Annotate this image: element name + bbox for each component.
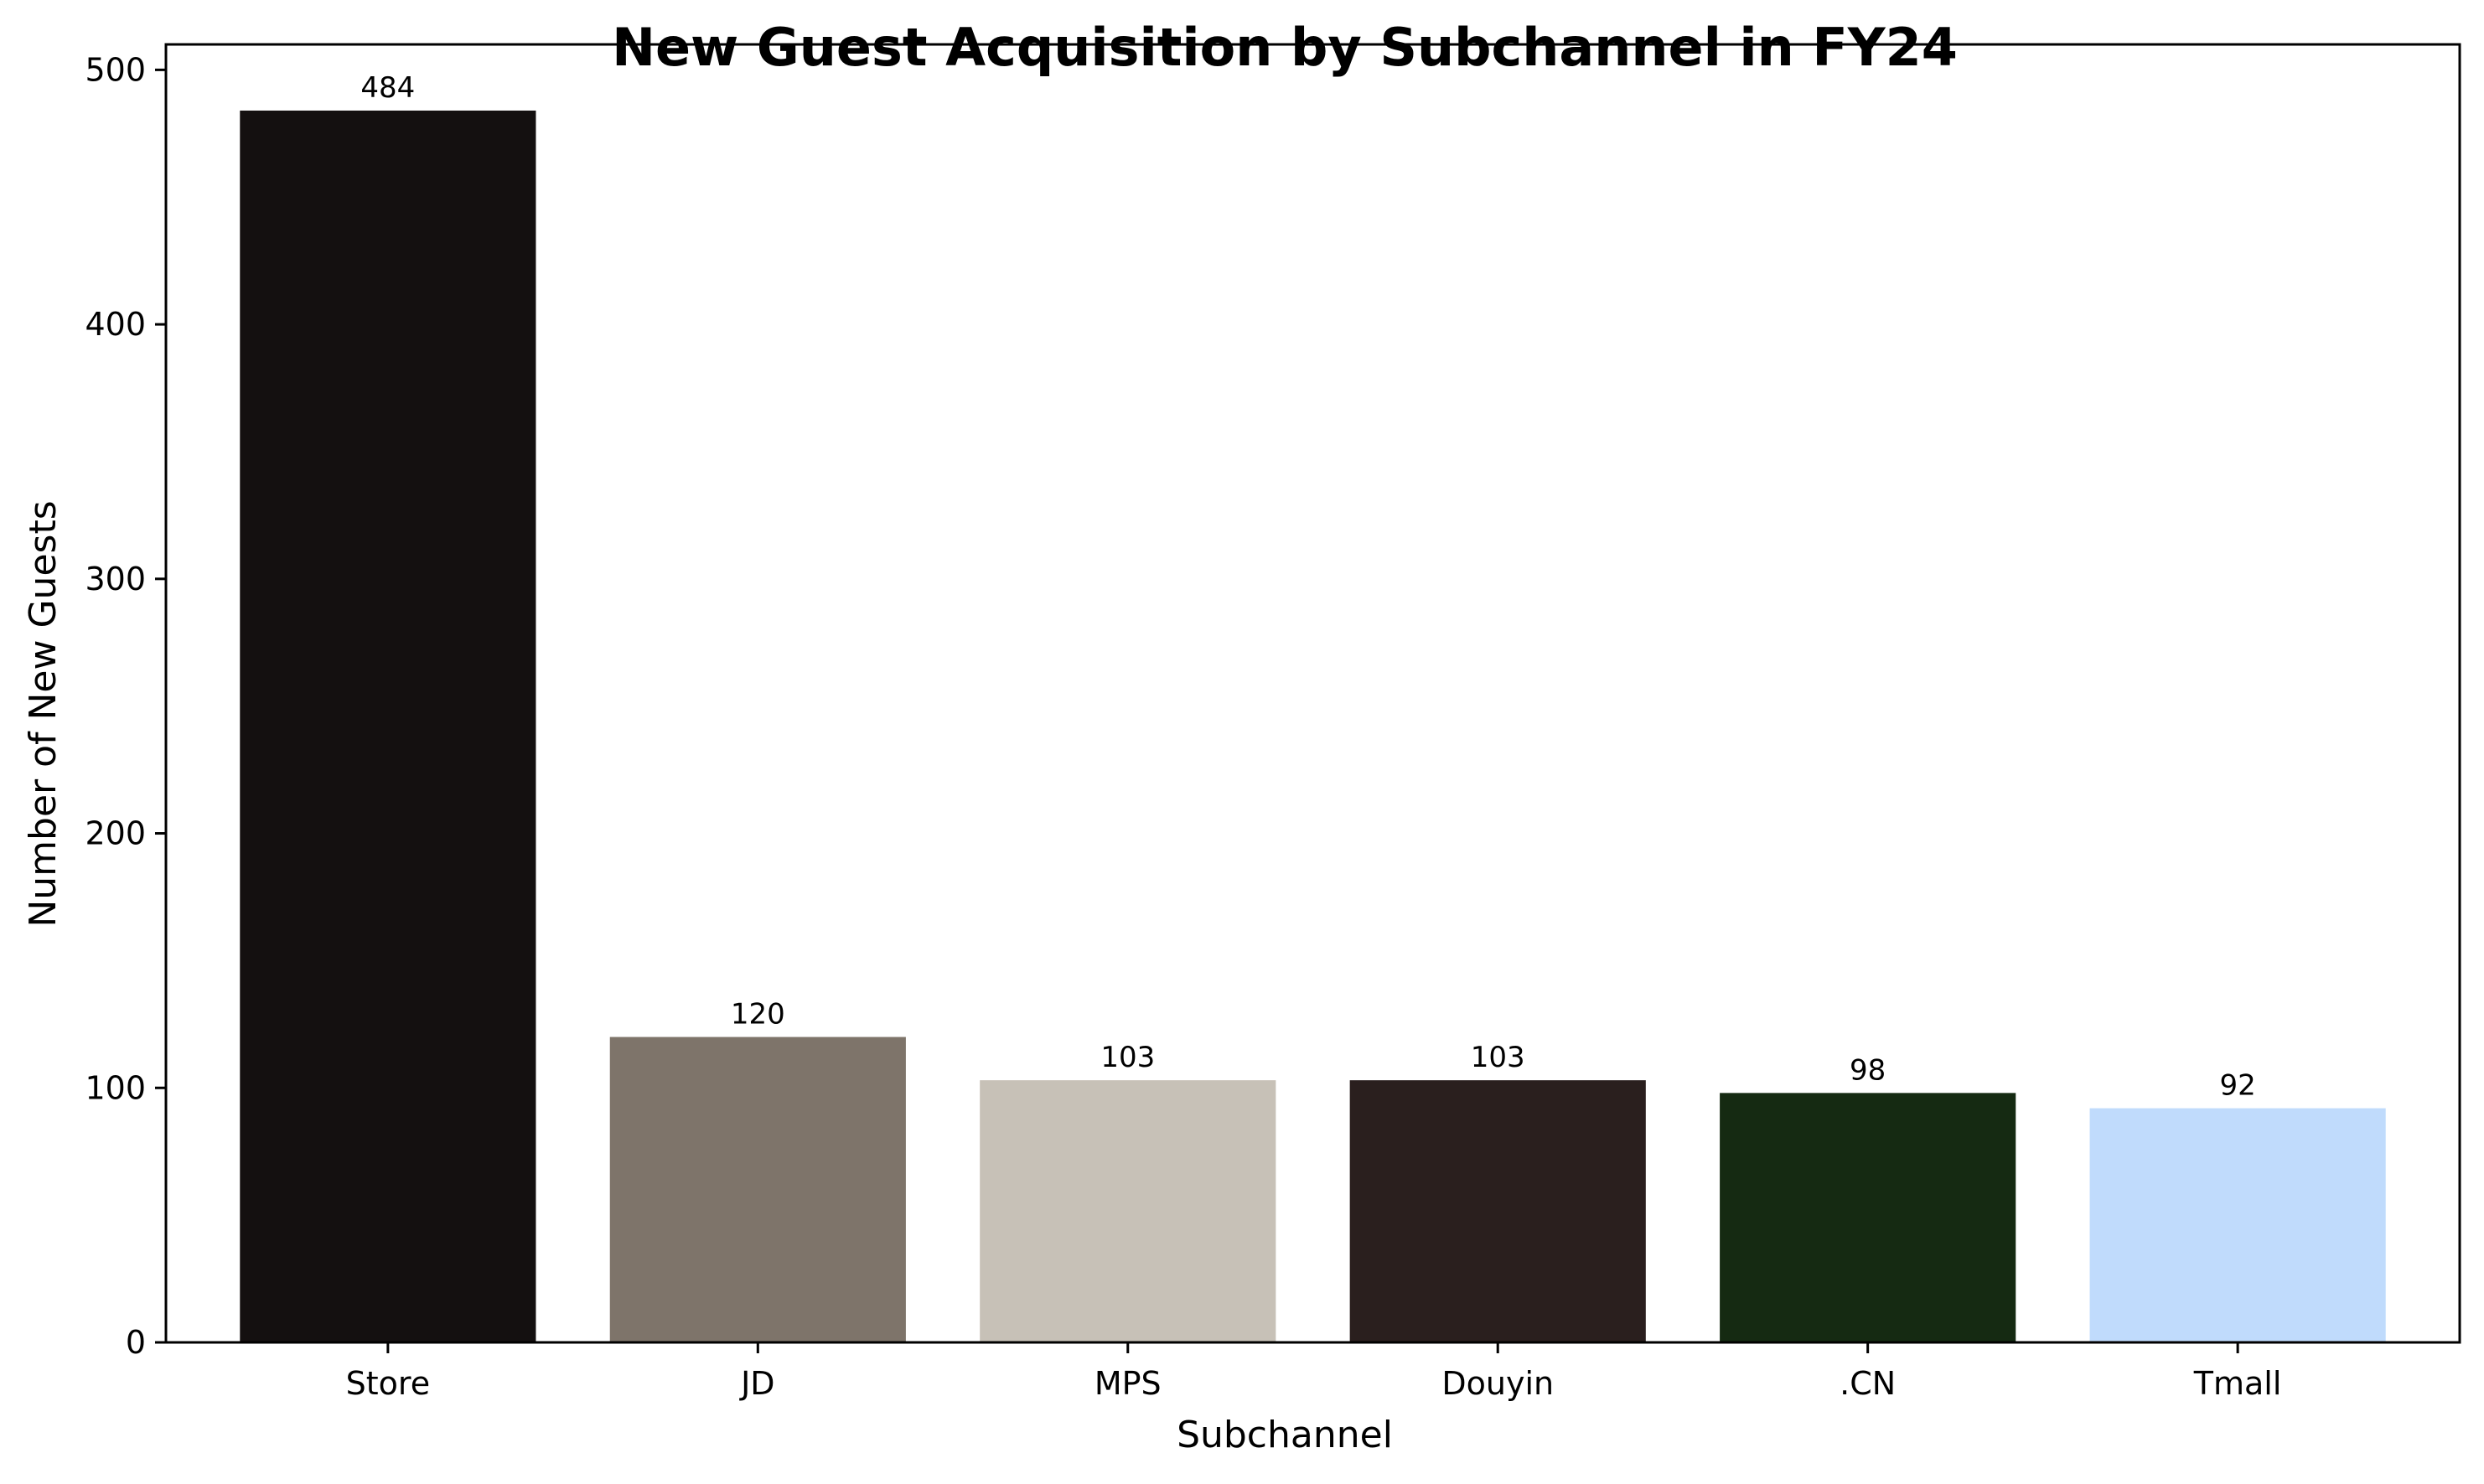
y-tick-label: 200 (85, 815, 146, 852)
data-label: 103 (1471, 1041, 1525, 1074)
x-tick-label: JD (739, 1365, 774, 1402)
x-tick-label: Douyin (1441, 1365, 1554, 1402)
data-label-group: 484 120 103 103 98 92 (360, 71, 2255, 1103)
y-axis-title: Number of New Guests (22, 500, 65, 927)
data-label: 103 (1100, 1041, 1155, 1074)
y-axis-ticks: 0 100 200 300 400 500 (85, 51, 166, 1361)
bar-cn (1720, 1093, 2016, 1342)
y-tick-label: 0 (126, 1324, 146, 1361)
x-tick-label: Store (346, 1365, 430, 1402)
bar-tmall (2089, 1108, 2386, 1342)
y-tick-label: 300 (85, 561, 146, 597)
data-label: 92 (2219, 1069, 2255, 1103)
x-tick-label: Tmall (2193, 1365, 2282, 1402)
y-tick-label: 400 (85, 306, 146, 343)
x-tick-label: MPS (1095, 1365, 1162, 1402)
bar-store (240, 110, 536, 1343)
plot-frame (164, 43, 2461, 1344)
bar-mps (980, 1080, 1276, 1342)
bar-group (240, 110, 2386, 1343)
chart-title: New Guest Acquisition by Subchannel in F… (612, 17, 1958, 78)
x-tick-label: .CN (1840, 1365, 1896, 1402)
data-label: 484 (360, 71, 415, 105)
bar-douyin (1349, 1080, 1646, 1342)
bar-jd (609, 1037, 906, 1342)
y-tick-label: 500 (85, 51, 146, 88)
x-axis-title: Subchannel (1177, 1414, 1393, 1456)
x-axis-ticks: Store JD MPS Douyin .CN Tmall (346, 1342, 2282, 1402)
data-label: 98 (1850, 1053, 1886, 1087)
y-tick-label: 100 (85, 1069, 146, 1106)
data-label: 120 (731, 998, 785, 1032)
